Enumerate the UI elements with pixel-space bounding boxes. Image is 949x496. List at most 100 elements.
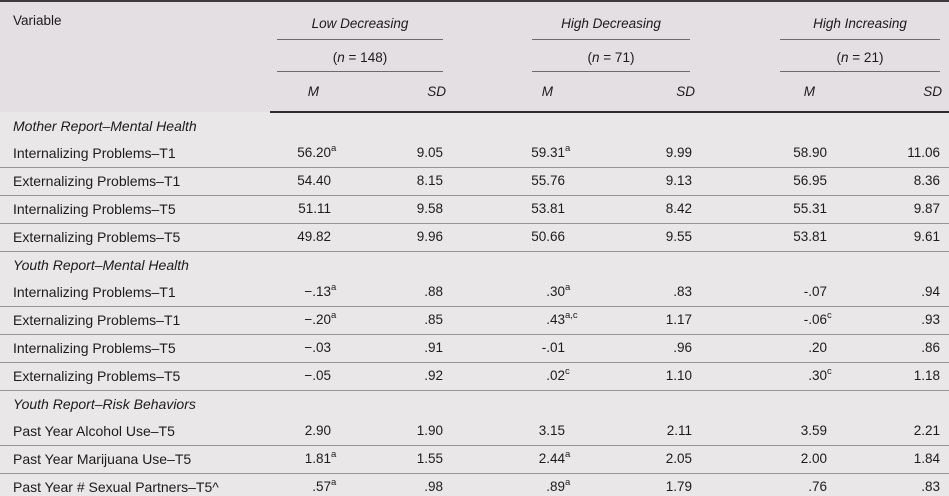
row-label: Past Year # Sexual Partners–T5^ [0, 473, 270, 496]
mean-column-header: M [702, 72, 837, 113]
variable-column-header: Variable [0, 1, 270, 112]
sample-size-high-increasing: (n = 21) [702, 40, 949, 72]
mean-value: -.06c [702, 306, 837, 335]
table-row: Internalizing Problems–T1 −.13a .88.30a .83… [0, 279, 949, 307]
section-header-row: Youth Report–Risk Behaviors [0, 390, 949, 418]
sd-value: .94 [837, 279, 949, 307]
table-body: Mother Report–Mental Health Internalizing… [0, 112, 949, 496]
mean-value: 53.81 [702, 223, 837, 252]
mean-value: .57a [270, 473, 341, 496]
sd-column-header: SD [837, 72, 949, 113]
mean-value: 2.90 [270, 418, 341, 446]
mean-value: 1.81a [270, 445, 341, 474]
sd-value: 2.05 [575, 445, 702, 474]
mean-value: 2.00 [702, 445, 837, 474]
row-label: Internalizing Problems–T5 [0, 334, 270, 363]
mean-value: .76 [702, 473, 837, 496]
sd-value: .91 [341, 334, 453, 363]
sd-value: 8.42 [575, 195, 702, 224]
sd-value: 1.17 [575, 306, 702, 335]
sd-value: 1.90 [341, 418, 453, 446]
row-label: Externalizing Problems–T5 [0, 362, 270, 391]
mean-value: .89a [453, 473, 575, 496]
n-label: (n = 148) [277, 42, 443, 72]
mean-value: 51.11 [270, 195, 341, 224]
group-header-high-increasing: High Increasing [702, 1, 949, 40]
section-title: Youth Report–Risk Behaviors [0, 390, 949, 418]
sd-value: 9.96 [341, 223, 453, 252]
mean-value: 3.15 [453, 418, 575, 446]
sample-size-low-decreasing: (n = 148) [270, 40, 453, 72]
sd-value: 9.55 [575, 223, 702, 252]
table-row: Externalizing Problems–T5 49.82 9.96 50.66 9… [0, 223, 949, 252]
table-row: Externalizing Problems–T1 −.20a .85.43a,c 1… [0, 306, 949, 335]
sd-value: 1.84 [837, 445, 949, 474]
table-row: Internalizing Problems–T5 51.11 9.58 53.81 8… [0, 195, 949, 224]
mean-value: −.13a [270, 279, 341, 307]
sd-column-header: SD [341, 72, 453, 113]
group-header-row: Variable Low Decreasing High Decreasing … [0, 1, 949, 112]
section-header-row: Youth Report–Mental Health [0, 251, 949, 279]
mean-value: 54.40 [270, 167, 341, 196]
sd-value: 8.36 [837, 167, 949, 196]
sd-value: .85 [341, 306, 453, 335]
mean-value: -.07 [702, 279, 837, 307]
row-label: Internalizing Problems–T5 [0, 195, 270, 224]
sd-value: .96 [575, 334, 702, 363]
n-label: (n = 21) [780, 42, 940, 72]
section-header-row: Mother Report–Mental Health [0, 112, 949, 140]
mean-value: −.20a [270, 306, 341, 335]
mean-column-header: M [270, 72, 341, 113]
sd-value: 9.05 [341, 140, 453, 168]
mean-column-header: M [453, 72, 575, 113]
n-label: (n = 71) [532, 42, 690, 72]
group-header-low-decreasing: Low Decreasing [270, 1, 453, 40]
mean-value: 55.31 [702, 195, 837, 224]
section-title: Mother Report–Mental Health [0, 112, 949, 140]
group-name: High Decreasing [532, 16, 690, 40]
table-row: Past Year Marijuana Use–T5 1.81a 1.55 2.44a… [0, 445, 949, 474]
table-row: Past Year Alcohol Use–T5 2.90 1.90 3.15 2.11… [0, 418, 949, 446]
mean-value: 3.59 [702, 418, 837, 446]
sd-value: .93 [837, 306, 949, 335]
row-label: Internalizing Problems–T1 [0, 140, 270, 168]
mean-value: −.03 [270, 334, 341, 363]
section-title: Youth Report–Mental Health [0, 251, 949, 279]
sample-size-row: (n = 148) (n = 71) (n = 21) [0, 40, 949, 72]
sd-value: .86 [837, 334, 949, 363]
sd-value: 2.21 [837, 418, 949, 446]
mean-value: .30a [453, 279, 575, 307]
mean-value: 58.90 [702, 140, 837, 168]
sd-value: 1.18 [837, 362, 949, 391]
mean-value: 50.66 [453, 223, 575, 252]
group-name: Low Decreasing [277, 16, 443, 40]
table-row: Internalizing Problems–T1 56.20a 9.05 59.31… [0, 140, 949, 168]
mean-value: 49.82 [270, 223, 341, 252]
row-label: Externalizing Problems–T1 [0, 167, 270, 196]
sd-value: 9.58 [341, 195, 453, 224]
sd-value: 8.15 [341, 167, 453, 196]
sd-value: 9.13 [575, 167, 702, 196]
sd-value: 1.10 [575, 362, 702, 391]
sd-value: 1.79 [575, 473, 702, 496]
row-label: Past Year Alcohol Use–T5 [0, 418, 270, 446]
mean-value: .02c [453, 362, 575, 391]
mean-value: 59.31a [453, 140, 575, 168]
sample-size-high-decreasing: (n = 71) [453, 40, 702, 72]
sd-value: 11.06 [837, 140, 949, 168]
table-row: Externalizing Problems–T1 54.40 8.15 55.76 9… [0, 167, 949, 196]
group-name: High Increasing [780, 16, 940, 40]
mean-value: 2.44a [453, 445, 575, 474]
mean-value: -.01 [453, 334, 575, 363]
sd-value: 9.99 [575, 140, 702, 168]
sd-value: 2.11 [575, 418, 702, 446]
table-row: Internalizing Problems–T5 −.03.91 -.01.96.… [0, 334, 949, 363]
mean-value: 55.76 [453, 167, 575, 196]
sd-column-header: SD [575, 72, 702, 113]
row-label: Externalizing Problems–T5 [0, 223, 270, 252]
sd-value: .83 [575, 279, 702, 307]
row-label: Past Year Marijuana Use–T5 [0, 445, 270, 474]
group-header-high-decreasing: High Decreasing [453, 1, 702, 40]
